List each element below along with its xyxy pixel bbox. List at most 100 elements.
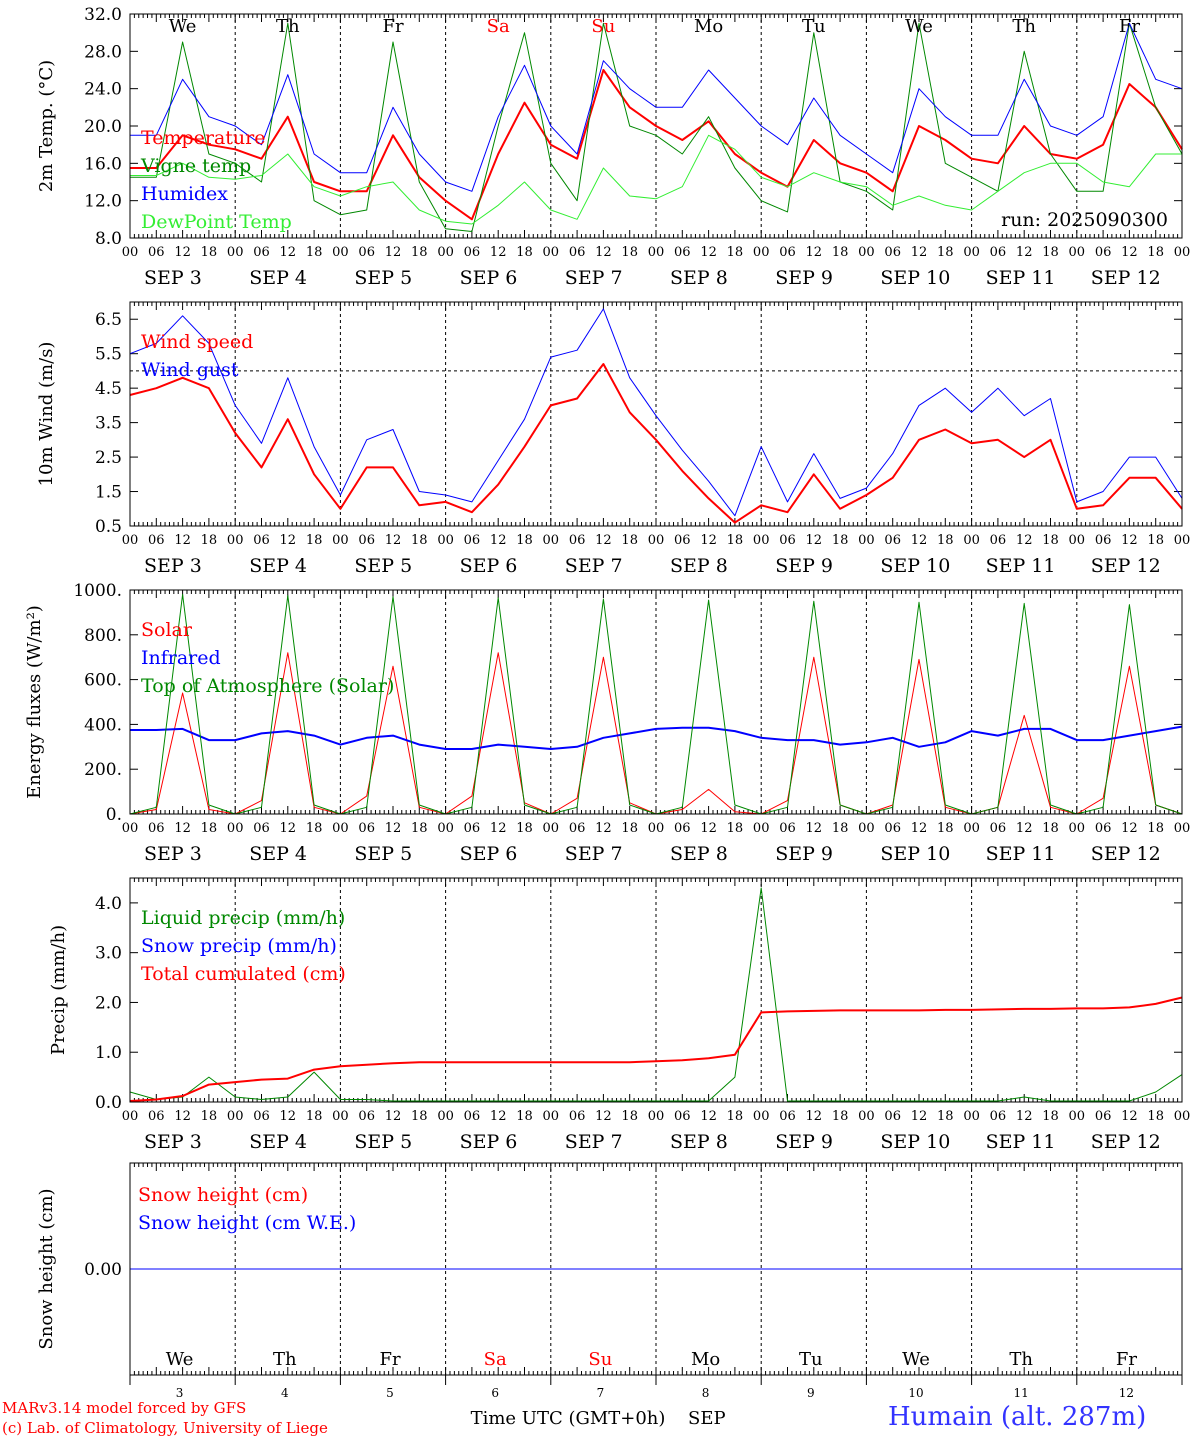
- date-label: SEP 3: [144, 267, 202, 289]
- plot-frame: [129, 13, 1183, 239]
- y-tick-label: 32.0: [84, 5, 122, 25]
- plot-frame: [129, 877, 1183, 1103]
- hour-label: 18: [306, 245, 323, 260]
- hour-label: 12: [595, 533, 612, 548]
- y-axis-label: Energy fluxes (W/m²): [24, 605, 45, 799]
- hour-label: 00: [332, 1109, 349, 1124]
- hour-label: 12: [595, 821, 612, 836]
- hour-label: 12: [385, 821, 402, 836]
- hour-label: 18: [832, 1109, 849, 1124]
- date-label: SEP 8: [670, 1131, 728, 1153]
- date-label: SEP 10: [880, 555, 950, 577]
- series-line: [130, 22, 1183, 232]
- y-tick-label: 28.0: [84, 42, 122, 62]
- legend-entry: Solar: [141, 619, 193, 641]
- hour-label: 12: [1016, 1109, 1033, 1124]
- legend-entry: Humidex: [141, 183, 228, 205]
- plot-frame: [129, 589, 1183, 815]
- date-label: SEP 7: [565, 555, 623, 577]
- hour-label: 18: [1042, 821, 1059, 836]
- hour-label: 18: [411, 533, 428, 548]
- day-abbr: Sa: [484, 1349, 507, 1370]
- day-abbr: Th: [276, 16, 300, 37]
- hour-label: 06: [884, 245, 901, 260]
- hour-label: 06: [674, 821, 691, 836]
- hour-label: 12: [280, 533, 297, 548]
- y-tick-label: 0.0: [95, 1093, 122, 1113]
- date-label: SEP 4: [249, 267, 307, 289]
- hour-label: 06: [884, 1109, 901, 1124]
- date-label: SEP 6: [460, 843, 518, 865]
- hour-label: 06: [674, 1109, 691, 1124]
- hour-label: 06: [569, 821, 586, 836]
- hour-label: 12: [806, 245, 823, 260]
- hour-label: 00: [858, 821, 875, 836]
- hour-label: 06: [358, 1109, 375, 1124]
- day-abbr: Fr: [1119, 16, 1140, 37]
- date-label: SEP 7: [565, 267, 623, 289]
- series-line: [129, 308, 1183, 517]
- date-label: SEP 11: [986, 843, 1056, 865]
- y-tick-label: 400.: [84, 715, 122, 735]
- hour-label: 00: [122, 821, 139, 836]
- hour-label: 00: [227, 1109, 244, 1124]
- hour-label: 06: [464, 1109, 481, 1124]
- hour-label: 18: [937, 245, 954, 260]
- day-abbr: Th: [273, 1349, 297, 1370]
- hour-label: 00: [1069, 533, 1086, 548]
- hour-label: 06: [779, 533, 796, 548]
- hour-label: 12: [174, 1109, 191, 1124]
- date-label: SEP 10: [880, 1131, 950, 1153]
- hour-label: 12: [174, 245, 191, 260]
- hour-label: 06: [148, 821, 165, 836]
- date-label: SEP 6: [460, 555, 518, 577]
- hour-label: 00: [963, 821, 980, 836]
- legend-entry: Liquid precip (mm/h): [141, 907, 345, 929]
- hour-label: 00: [122, 245, 139, 260]
- chart-panel-precip: 0.0 1.0 2.0 3.0 4.0 Precip (mm/h) Liquid preci…: [48, 877, 1190, 1153]
- hour-label: 00: [858, 245, 875, 260]
- hour-label: 12: [911, 245, 928, 260]
- date-label: SEP 6: [460, 1131, 518, 1153]
- hour-label: 12: [700, 1109, 717, 1124]
- day-number: 10: [908, 1386, 923, 1400]
- hour-label: 00: [543, 1109, 560, 1124]
- hour-label: 12: [806, 533, 823, 548]
- hour-label: 12: [490, 821, 507, 836]
- hour-label: 18: [1147, 1109, 1164, 1124]
- hour-label: 00: [1069, 821, 1086, 836]
- date-label: SEP 9: [775, 267, 833, 289]
- y-tick-label: 0.00: [84, 1260, 122, 1280]
- hour-label: 18: [411, 1109, 428, 1124]
- hour-label: 00: [227, 821, 244, 836]
- hour-label: 18: [411, 821, 428, 836]
- y-tick-label: 2.5: [95, 448, 122, 468]
- date-label: SEP 9: [775, 555, 833, 577]
- y-tick-label: 3.0: [95, 944, 122, 964]
- y-tick-label: 5.5: [95, 345, 122, 365]
- day-number: 7: [597, 1386, 605, 1400]
- hour-label: 18: [727, 821, 744, 836]
- hour-label: 18: [727, 245, 744, 260]
- date-label: SEP 10: [880, 843, 950, 865]
- hour-label: 00: [227, 533, 244, 548]
- hour-label: 00: [332, 821, 349, 836]
- hour-label: 06: [990, 821, 1007, 836]
- hour-label: 00: [437, 245, 454, 260]
- day-abbr: Fr: [382, 16, 403, 37]
- hour-label: 12: [806, 1109, 823, 1124]
- hour-label: 06: [1095, 533, 1112, 548]
- day-number: 8: [702, 1386, 710, 1400]
- hour-label: 12: [490, 1109, 507, 1124]
- hour-label: 06: [253, 245, 270, 260]
- hour-label: 12: [1016, 533, 1033, 548]
- hour-label: 18: [1042, 533, 1059, 548]
- hour-label: 06: [253, 821, 270, 836]
- hour-label: 18: [937, 1109, 954, 1124]
- y-tick-label: 600.: [84, 671, 122, 691]
- hour-label: 12: [280, 821, 297, 836]
- date-label: SEP 5: [354, 555, 412, 577]
- legend-entry: Temperature: [141, 127, 265, 149]
- hour-label: 06: [148, 533, 165, 548]
